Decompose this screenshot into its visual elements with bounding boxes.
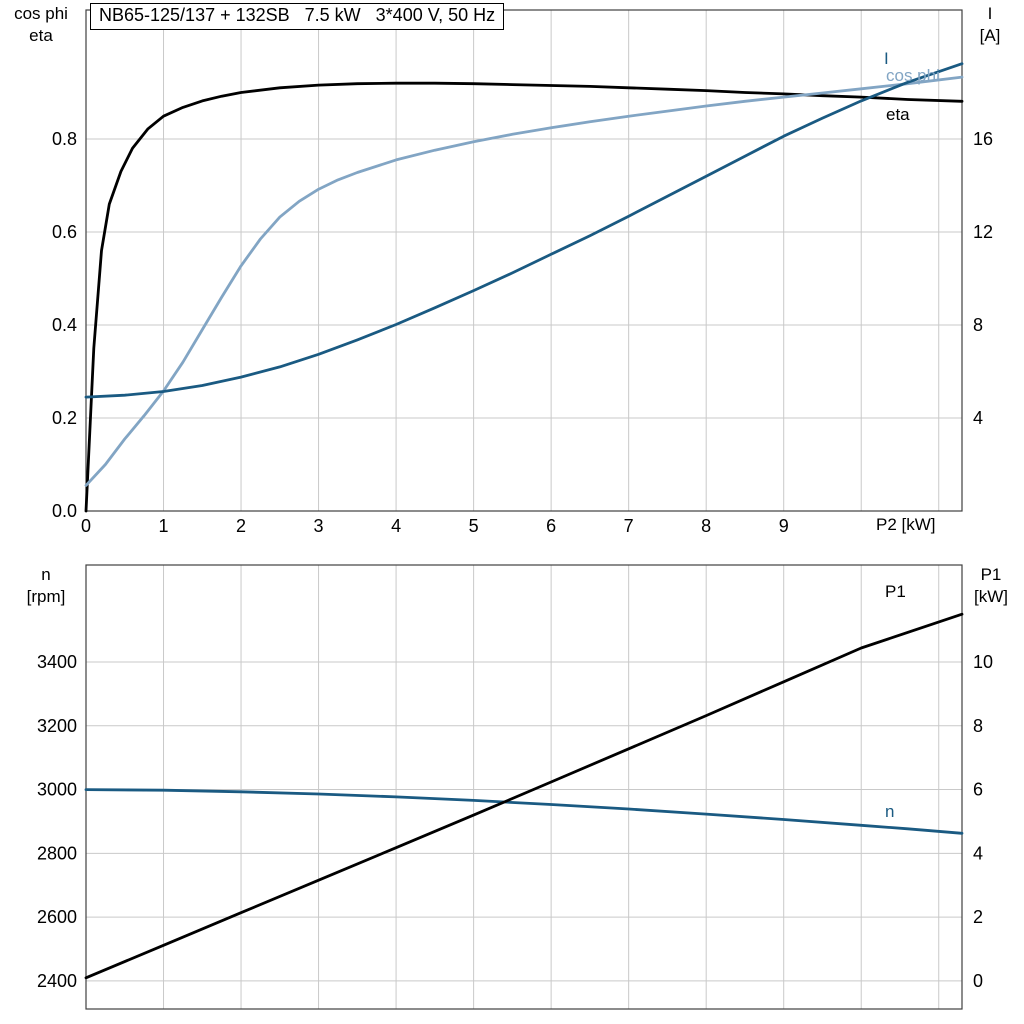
x-tick-label: 4 — [391, 516, 401, 536]
right-tick-label: 8 — [973, 315, 983, 335]
speed-axis-label-line1: n — [41, 565, 51, 584]
x-tick-label: 9 — [779, 516, 789, 536]
curve-P1 — [84, 612, 964, 980]
left-tick-label: 0.6 — [52, 222, 77, 242]
chart-title-box: NB65-125/137 + 132SB 7.5 kW 3*400 V, 50 … — [90, 3, 505, 30]
left-tick-label: 2800 — [37, 843, 77, 863]
plot-border — [85, 564, 963, 1010]
speed-axis-label-line2: [rpm] — [26, 587, 66, 606]
x-tick-label: 6 — [546, 516, 556, 536]
top-left-axis-label: cos phi eta — [8, 3, 74, 47]
curve-label-n: n — [885, 802, 895, 821]
curve-I — [84, 62, 964, 399]
left-tick-label: 0.2 — [52, 408, 77, 428]
right-tick-label: 4 — [973, 843, 983, 863]
right-axis-label-line1: I — [987, 4, 993, 23]
plot-border — [85, 9, 963, 512]
left-tick-label: 0.4 — [52, 315, 77, 335]
curve-cos-phi — [84, 75, 964, 487]
curve-label-cos-phi: cos phi — [886, 66, 940, 85]
tick-labels: 2400 2600 2800 3000 3200 3400 0 2 4 6 8 10 — [37, 652, 993, 991]
left-axis-label-line2: eta — [29, 26, 53, 45]
right-tick-label: 0 — [973, 971, 983, 991]
p1-axis-label-line1: P1 — [980, 565, 1002, 584]
x-tick-label: 7 — [624, 516, 634, 536]
right-tick-label: 12 — [973, 222, 993, 242]
right-tick-label: 8 — [973, 716, 983, 736]
left-tick-label: 3200 — [37, 716, 77, 736]
curve-eta — [84, 81, 964, 513]
left-tick-label: 2600 — [37, 907, 77, 927]
curve-label-current: I — [884, 49, 889, 68]
right-tick-label: 4 — [973, 408, 983, 428]
x-tick-label: 5 — [469, 516, 479, 536]
right-tick-label: 6 — [973, 780, 983, 800]
left-axis-label-line1: cos phi — [14, 4, 68, 23]
left-tick-label: 2400 — [37, 971, 77, 991]
right-tick-label: 2 — [973, 907, 983, 927]
right-tick-label: 16 — [973, 129, 993, 149]
right-axis-label-line2: [A] — [979, 26, 1001, 45]
x-tick-label: 1 — [159, 516, 169, 536]
x-tick-label: 3 — [314, 516, 324, 536]
gridlines — [86, 565, 962, 1009]
p1-axis-label-line2: [kW] — [974, 587, 1008, 606]
top-right-axis-label: I [A] — [964, 3, 1016, 47]
x-axis-label-p2: P2 [kW] — [876, 515, 936, 534]
curve-label-p1: P1 — [885, 582, 906, 601]
left-tick-label: 3400 — [37, 652, 77, 672]
x-tick-label: 8 — [701, 516, 711, 536]
right-tick-label: 10 — [973, 652, 993, 672]
bottom-chart: 2400 2600 2800 3000 3200 3400 0 2 4 6 8 10 — [37, 564, 993, 1010]
left-tick-label: 0.0 — [52, 501, 77, 521]
curve-label-eta: eta — [886, 105, 910, 124]
bottom-left-axis-label: n [rpm] — [13, 564, 79, 608]
curve-n — [84, 788, 964, 835]
left-tick-label: 0.8 — [52, 129, 77, 149]
x-tick-label: 0 — [81, 516, 91, 536]
left-tick-label: 3000 — [37, 780, 77, 800]
x-tick-label: 2 — [236, 516, 246, 536]
bottom-right-axis-label: P1 [kW] — [962, 564, 1020, 608]
